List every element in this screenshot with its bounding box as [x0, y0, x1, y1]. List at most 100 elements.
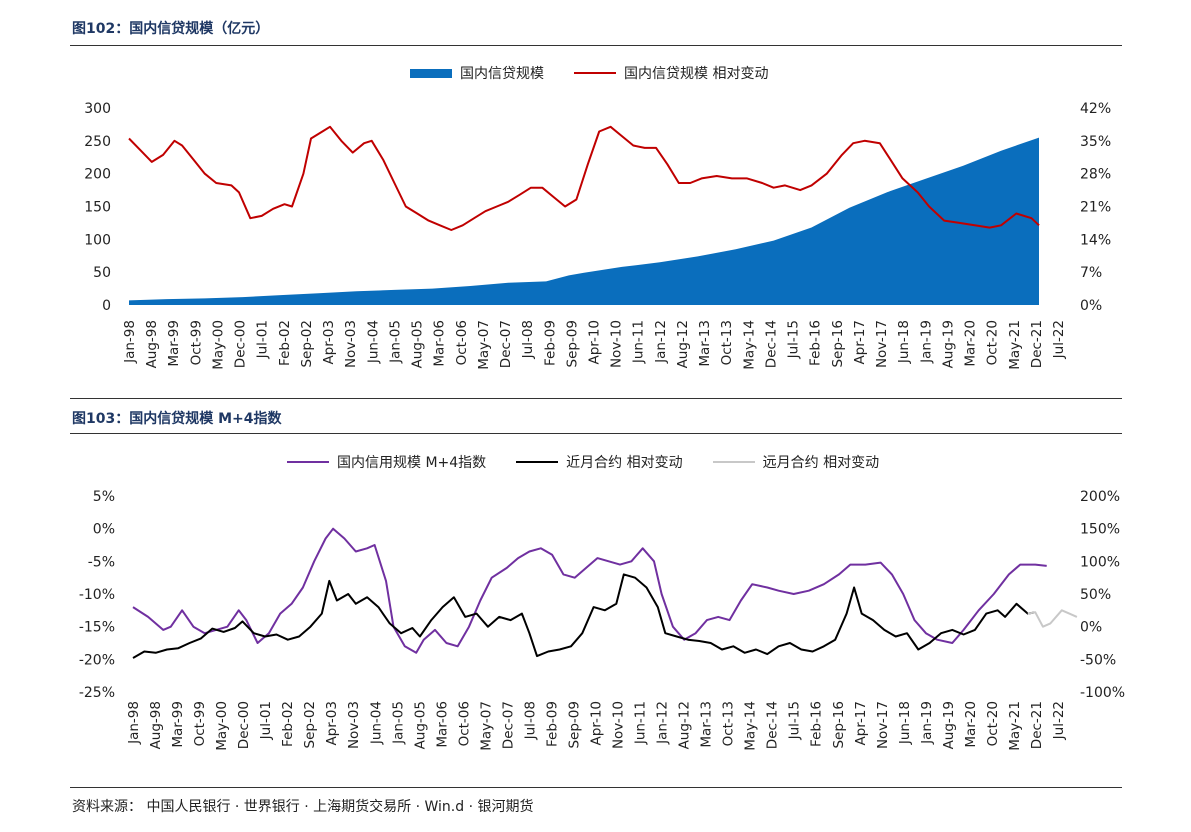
x-tick-label: Jun-11 — [631, 320, 647, 364]
x-tick-label: Jun-18 — [897, 701, 913, 745]
y-right-tick-label: 200% — [1080, 489, 1120, 505]
figure-103-rule — [70, 433, 1122, 434]
x-tick-label: Nov-10 — [611, 701, 627, 749]
x-tick-label: Feb-02 — [280, 701, 296, 747]
x-tick-label: Sep-02 — [299, 320, 315, 368]
x-tick-label: Jul-22 — [1051, 701, 1067, 740]
legend-label-far-contract: 远月合约 相对变动 — [762, 455, 880, 471]
chart1-legend: 国内信贷规模 国内信贷规模 相对变动 — [410, 63, 768, 83]
legend-gray-line-swatch — [712, 461, 755, 463]
x-tick-label: Mar-13 — [699, 701, 715, 748]
x-tick-label: Jan-19 — [918, 320, 934, 364]
x-tick-label: Jun-04 — [368, 701, 384, 745]
x-tick-label: Aug-05 — [410, 320, 426, 368]
x-tick-label: Dec-21 — [1029, 320, 1045, 368]
x-tick-label: Jan-12 — [653, 320, 669, 364]
y-left-tick-label: 100 — [84, 232, 111, 248]
x-tick-label: Jul-08 — [520, 320, 536, 359]
x-tick-label: Sep-09 — [564, 320, 580, 368]
y-left-tick-label: -5% — [88, 554, 115, 570]
x-tick-label: Sep-09 — [566, 701, 582, 749]
x-tick-label: Aug-12 — [675, 320, 691, 368]
x-tick-label: May-21 — [1007, 320, 1023, 370]
x-tick-label: Feb-09 — [544, 701, 560, 747]
x-tick-label: Jan-19 — [919, 701, 935, 745]
y-left-tick-label: 5% — [93, 489, 115, 505]
x-tick-label: Sep-02 — [302, 701, 318, 749]
x-tick-label: Oct-20 — [985, 320, 1001, 365]
legend-label-credit-scale: 国内信贷规模 — [460, 66, 544, 82]
legend-red-line-swatch — [574, 72, 616, 74]
series-line-2 — [1027, 609, 1078, 628]
x-tick-label: Dec-21 — [1029, 701, 1045, 749]
x-tick-label: Dec-07 — [498, 320, 514, 368]
x-tick-label: May-07 — [476, 320, 492, 370]
y-right-tick-label: 42% — [1080, 101, 1111, 117]
x-tick-label: Mar-20 — [963, 701, 979, 748]
x-tick-label: Mar-20 — [963, 320, 979, 367]
y-left-tick-label: 300 — [84, 101, 111, 117]
x-tick-label: Oct-99 — [192, 701, 208, 746]
x-tick-label: Jul-15 — [787, 701, 803, 740]
y-left-tick-label: -10% — [79, 587, 115, 603]
x-tick-label: Feb-09 — [542, 320, 558, 366]
y-right-tick-label: -100% — [1080, 685, 1125, 701]
y-right-tick-label: 100% — [1080, 554, 1120, 570]
y-left-tick-label: -15% — [79, 620, 115, 636]
y-right-tick-label: 150% — [1080, 522, 1120, 538]
x-tick-label: Sep-16 — [831, 701, 847, 749]
x-tick-label: Jul-08 — [522, 701, 538, 740]
y-left-tick-label: 150 — [84, 200, 111, 216]
x-tick-label: Apr-10 — [587, 320, 603, 365]
y-left-tick-label: -20% — [79, 652, 115, 668]
x-tick-label: Jul-15 — [786, 320, 802, 359]
x-tick-label: Mar-99 — [170, 701, 186, 748]
x-tick-label: Aug-98 — [144, 320, 160, 368]
x-tick-label: Oct-06 — [454, 320, 470, 365]
x-tick-label: Jun-18 — [896, 320, 912, 364]
x-tick-label: Jun-04 — [365, 320, 381, 364]
x-tick-label: Apr-17 — [853, 701, 869, 746]
x-tick-label: Nov-03 — [346, 701, 362, 749]
x-tick-label: Jan-12 — [655, 701, 671, 745]
x-tick-label: Nov-03 — [343, 320, 359, 368]
chart2-legend: 国内信用规模 M+4指数 近月合约 相对变动 远月合约 相对变动 — [287, 452, 879, 472]
x-tick-label: Oct-06 — [456, 701, 472, 746]
x-tick-label: May-14 — [741, 320, 757, 370]
series-area-credit-scale — [129, 137, 1039, 305]
x-tick-label: Aug-05 — [412, 701, 428, 749]
x-tick-label: Apr-17 — [852, 320, 868, 365]
x-tick-label: Feb-16 — [808, 320, 824, 366]
x-tick-label: Jan-98 — [126, 701, 142, 745]
x-tick-label: Dec-14 — [765, 701, 781, 749]
x-tick-label: Nov-17 — [875, 701, 891, 749]
x-tick-label: Mar-06 — [432, 320, 448, 367]
x-tick-label: Apr-10 — [589, 701, 605, 746]
y-right-tick-label: 21% — [1080, 200, 1111, 216]
x-tick-label: May-21 — [1007, 701, 1023, 751]
x-tick-label: Aug-12 — [677, 701, 693, 749]
y-left-tick-label: 0% — [93, 522, 115, 538]
x-tick-label: Nov-17 — [874, 320, 890, 368]
x-tick-label: Jun-11 — [633, 701, 649, 745]
y-right-tick-label: 50% — [1080, 587, 1111, 603]
legend-area-swatch — [410, 68, 452, 78]
x-tick-label: Mar-13 — [697, 320, 713, 367]
x-tick-label: Jan-05 — [387, 320, 403, 364]
y-right-tick-label: -50% — [1080, 652, 1116, 668]
legend-label-m4-index: 国内信用规模 M+4指数 — [337, 455, 487, 471]
x-tick-label: Jul-01 — [258, 701, 274, 740]
x-tick-label: May-00 — [214, 701, 230, 751]
source-rule — [70, 787, 1122, 788]
x-tick-label: Oct-13 — [719, 320, 735, 365]
x-tick-label: Aug-19 — [940, 320, 956, 368]
figure-103-title: 图103：国内信贷规模 M+4指数 — [72, 411, 282, 427]
figure-103-top-rule — [70, 398, 1122, 399]
y-right-tick-label: 28% — [1080, 167, 1111, 183]
x-tick-label: Feb-16 — [809, 701, 825, 747]
series-line-1 — [132, 573, 1036, 659]
y-left-tick-label: -25% — [79, 685, 115, 701]
legend-label-credit-change: 国内信贷规模 相对变动 — [624, 66, 769, 82]
